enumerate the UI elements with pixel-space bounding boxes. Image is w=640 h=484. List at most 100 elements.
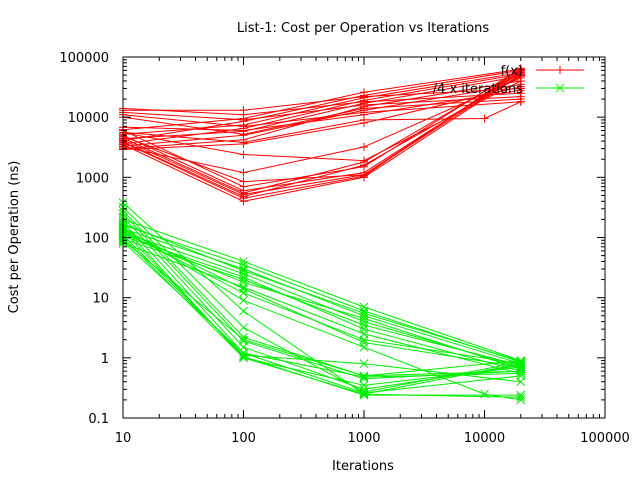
- series-1-point: [239, 296, 248, 305]
- series-0-line-23: [122, 89, 521, 132]
- series-0-point: [360, 118, 368, 127]
- x-tick-label: 100000: [580, 431, 630, 446]
- series-0-point: [239, 114, 248, 123]
- series-1-line-2: [122, 210, 521, 377]
- series-1-point: [516, 395, 526, 405]
- series-0-point: [360, 170, 368, 179]
- series-0-line-6: [122, 77, 522, 174]
- series-0-line-24: [122, 86, 521, 150]
- y-tick-label: 1000: [76, 171, 109, 186]
- ticks-layer: 10 100 1000 10000 100000 0.1 1 10 100 1000 10000 10…: [59, 51, 629, 446]
- series-0-point: [239, 150, 248, 159]
- series-1-line-3: [122, 213, 521, 380]
- series-1-point: [359, 372, 369, 382]
- series-1-point: [359, 359, 369, 369]
- series-1-point: [239, 332, 248, 342]
- series-1-point: [359, 390, 369, 400]
- series-0-line-16: [122, 73, 521, 145]
- legend: f(x) /4 x iterations: [433, 64, 584, 97]
- series-0-point: [360, 88, 368, 97]
- series-1-point: [359, 324, 369, 334]
- series-1-point: [239, 277, 248, 287]
- series-0-line-2: [122, 72, 522, 192]
- series-1-line-11: [122, 241, 521, 378]
- series-1-point: [239, 257, 248, 266]
- legend-marker-1: [555, 83, 565, 93]
- series-0-point: [239, 168, 248, 177]
- legend-marker-0: [556, 66, 564, 74]
- series-1-point: [359, 380, 369, 390]
- series-1-point: [239, 266, 248, 276]
- series-1-point: [359, 389, 369, 399]
- y-tick-label: 0.1: [88, 412, 109, 427]
- x-tick-label: 10: [115, 431, 132, 446]
- series-1-point: [239, 275, 248, 284]
- series-0-line-3: [122, 74, 522, 202]
- series-1-point: [516, 377, 526, 387]
- series-0-point: [239, 177, 248, 186]
- series-0-point: [516, 97, 525, 106]
- series-0-point: [239, 139, 248, 148]
- series-0-point: [239, 106, 248, 115]
- chart-title: List-1: Cost per Operation vs Iterations: [237, 21, 490, 36]
- series-0-line-17: [122, 69, 521, 141]
- series-1-point: [239, 323, 248, 332]
- series-1-line-8: [122, 234, 521, 383]
- series-1-point: [239, 306, 248, 316]
- series-0-line-20: [122, 68, 521, 131]
- y-tick-label: 100000: [59, 51, 109, 66]
- x-tick-label: 100: [231, 431, 256, 446]
- series-0-line-9: [122, 75, 522, 198]
- series-1-line-17: [122, 235, 521, 372]
- y-tick-label: 10: [92, 292, 109, 307]
- series-0-point: [360, 161, 368, 170]
- series-1-line-7: [122, 230, 521, 396]
- series-0-point: [360, 142, 368, 151]
- series-1-line-20: [122, 223, 521, 362]
- series-1-point: [359, 335, 369, 345]
- series-0-line-14: [123, 88, 521, 111]
- series-0-line-18: [122, 75, 521, 140]
- legend-label-1: /4 x iterations: [433, 82, 524, 97]
- series-1-line-21: [122, 231, 521, 365]
- series-1-point: [359, 308, 369, 318]
- series-1-point: [359, 302, 369, 312]
- series-1-point: [359, 388, 369, 398]
- series-1-point: [239, 335, 248, 345]
- series-0-point: [239, 126, 248, 135]
- series-1-point: [359, 371, 369, 381]
- y-axis-label: Cost per Operation (ns): [7, 161, 22, 314]
- series-1-line-15: [122, 232, 521, 368]
- series-0-line-13: [122, 101, 521, 128]
- series-1-point: [516, 362, 526, 372]
- series-1-line-14: [122, 218, 521, 362]
- series-1-line-22: [122, 229, 521, 368]
- y-tick-label: 100: [84, 232, 109, 247]
- series-0-line-11: [122, 96, 521, 121]
- series-1-point: [239, 284, 248, 294]
- series-1-line-13: [122, 224, 521, 363]
- series-1-line-5: [122, 221, 521, 394]
- y-tick-label: 1: [101, 352, 109, 367]
- series-1-line-19: [122, 233, 521, 370]
- series-1: [118, 198, 526, 405]
- legend-label-0: f(x): [501, 64, 523, 79]
- series-1-point: [480, 389, 489, 399]
- series-1-point: [239, 348, 248, 358]
- x-tick-label: 10000: [464, 431, 505, 446]
- series-layer: [118, 64, 526, 405]
- series-0-point: [239, 192, 248, 201]
- series-0-line-8: [122, 73, 522, 183]
- series-0-point: [480, 114, 489, 123]
- series-0-point: [516, 82, 525, 91]
- series-1-point: [359, 342, 369, 352]
- series-1-line-18: [122, 242, 521, 374]
- series-1-point: [516, 369, 526, 378]
- y-tick-label: 10000: [68, 111, 109, 126]
- series-1-line-10: [122, 239, 521, 377]
- x-tick-label: 1000: [347, 431, 380, 446]
- series-0-point: [360, 110, 368, 119]
- series-0-point: [516, 65, 525, 74]
- series-0-line-5: [122, 69, 522, 194]
